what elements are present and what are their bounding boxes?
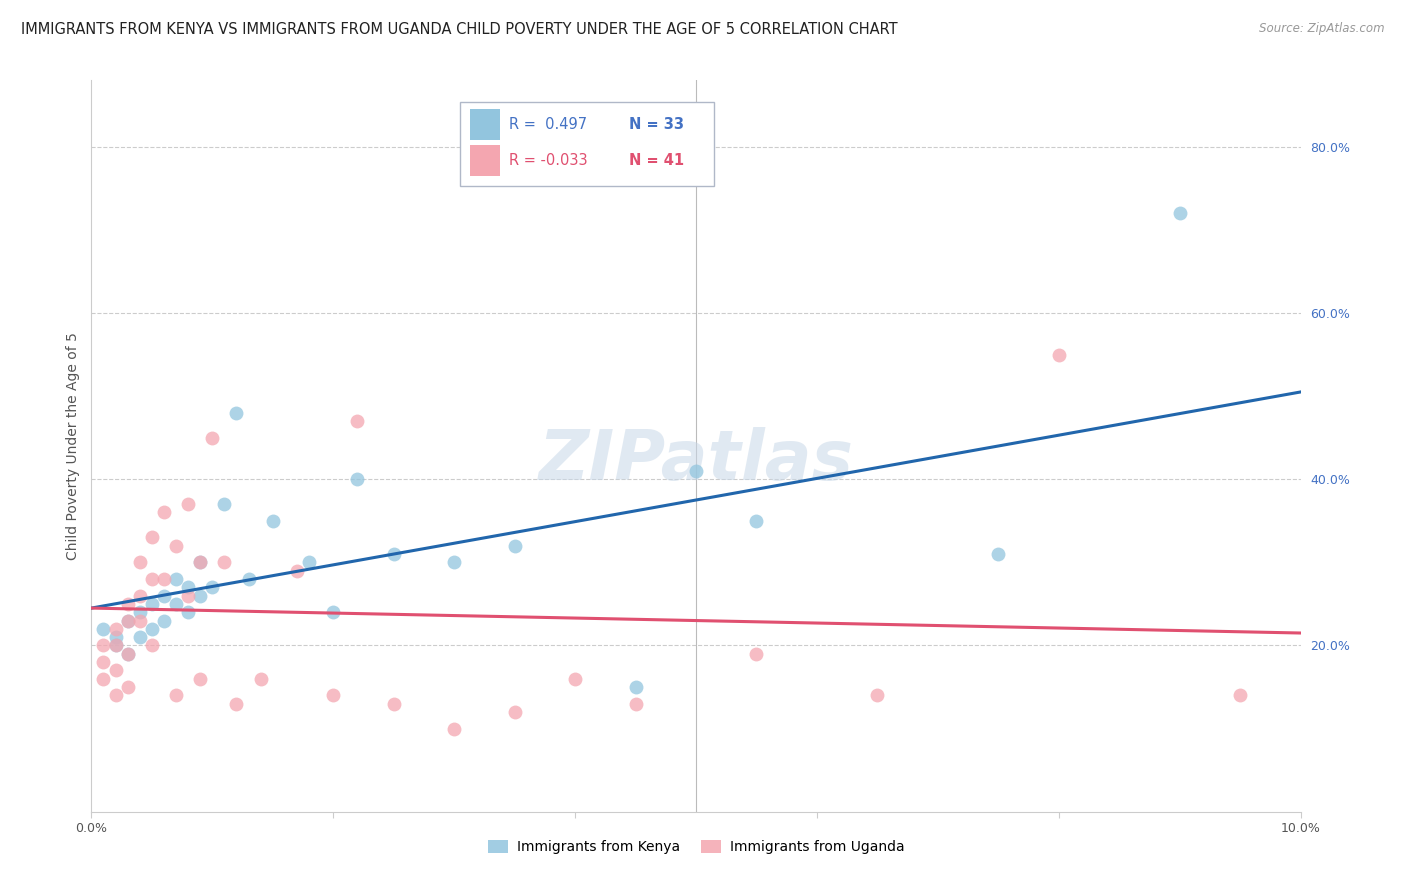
Point bbox=[177, 605, 200, 619]
Point bbox=[262, 514, 284, 528]
Point bbox=[685, 464, 707, 478]
Point bbox=[117, 614, 139, 628]
FancyBboxPatch shape bbox=[460, 103, 714, 186]
Point bbox=[214, 555, 236, 569]
Point bbox=[443, 722, 465, 736]
Point bbox=[128, 605, 150, 619]
Text: R =  0.497: R = 0.497 bbox=[509, 117, 586, 132]
Point bbox=[346, 414, 368, 428]
Point bbox=[564, 672, 586, 686]
Point bbox=[177, 580, 200, 594]
Point bbox=[117, 597, 139, 611]
Point bbox=[188, 589, 211, 603]
Point bbox=[745, 514, 768, 528]
Point bbox=[153, 589, 176, 603]
Point bbox=[128, 555, 150, 569]
Point bbox=[188, 555, 211, 569]
Point bbox=[165, 689, 187, 703]
Point bbox=[745, 647, 768, 661]
Point bbox=[141, 622, 163, 636]
Point bbox=[128, 630, 150, 644]
Point bbox=[165, 539, 187, 553]
Point bbox=[117, 647, 139, 661]
Point bbox=[201, 580, 224, 594]
Point bbox=[987, 547, 1010, 561]
Point bbox=[128, 614, 150, 628]
Point bbox=[201, 431, 224, 445]
Point bbox=[503, 705, 526, 719]
Point bbox=[93, 639, 115, 653]
Text: Source: ZipAtlas.com: Source: ZipAtlas.com bbox=[1260, 22, 1385, 36]
Point bbox=[298, 555, 321, 569]
Y-axis label: Child Poverty Under the Age of 5: Child Poverty Under the Age of 5 bbox=[66, 332, 80, 560]
Bar bbox=[470, 109, 501, 139]
Point bbox=[322, 605, 344, 619]
Point bbox=[177, 497, 200, 511]
Point bbox=[153, 506, 176, 520]
Point bbox=[346, 472, 368, 486]
Point bbox=[624, 680, 647, 694]
Text: R = -0.033: R = -0.033 bbox=[509, 153, 588, 169]
Point bbox=[104, 622, 127, 636]
Point bbox=[624, 697, 647, 711]
Point bbox=[141, 639, 163, 653]
Point bbox=[249, 672, 271, 686]
Point bbox=[225, 406, 247, 420]
Point bbox=[153, 572, 176, 586]
Point bbox=[177, 589, 200, 603]
Bar bbox=[470, 145, 501, 176]
Point bbox=[104, 639, 127, 653]
Point bbox=[93, 672, 115, 686]
Point bbox=[382, 697, 405, 711]
Point bbox=[117, 647, 139, 661]
Point bbox=[1229, 689, 1251, 703]
Point bbox=[503, 539, 526, 553]
Point bbox=[104, 689, 127, 703]
Point bbox=[214, 497, 236, 511]
Point bbox=[141, 597, 163, 611]
Point bbox=[141, 572, 163, 586]
Legend: Immigrants from Kenya, Immigrants from Uganda: Immigrants from Kenya, Immigrants from U… bbox=[482, 834, 910, 860]
Point bbox=[443, 555, 465, 569]
Point bbox=[238, 572, 260, 586]
Point bbox=[188, 555, 211, 569]
Point bbox=[1047, 347, 1070, 362]
Point bbox=[104, 630, 127, 644]
Text: N = 41: N = 41 bbox=[630, 153, 685, 169]
Point bbox=[165, 572, 187, 586]
Point bbox=[866, 689, 889, 703]
Point bbox=[104, 639, 127, 653]
Point bbox=[93, 655, 115, 669]
Point bbox=[117, 680, 139, 694]
Point bbox=[141, 530, 163, 544]
Point bbox=[382, 547, 405, 561]
Point bbox=[225, 697, 247, 711]
Text: N = 33: N = 33 bbox=[630, 117, 685, 132]
Point bbox=[1168, 206, 1191, 220]
Point bbox=[165, 597, 187, 611]
Point bbox=[128, 589, 150, 603]
Point bbox=[117, 614, 139, 628]
Point bbox=[285, 564, 308, 578]
Point bbox=[322, 689, 344, 703]
Point bbox=[104, 664, 127, 678]
Point bbox=[153, 614, 176, 628]
Text: IMMIGRANTS FROM KENYA VS IMMIGRANTS FROM UGANDA CHILD POVERTY UNDER THE AGE OF 5: IMMIGRANTS FROM KENYA VS IMMIGRANTS FROM… bbox=[21, 22, 897, 37]
Point bbox=[188, 672, 211, 686]
Text: ZIPatlas: ZIPatlas bbox=[538, 427, 853, 494]
Point bbox=[93, 622, 115, 636]
